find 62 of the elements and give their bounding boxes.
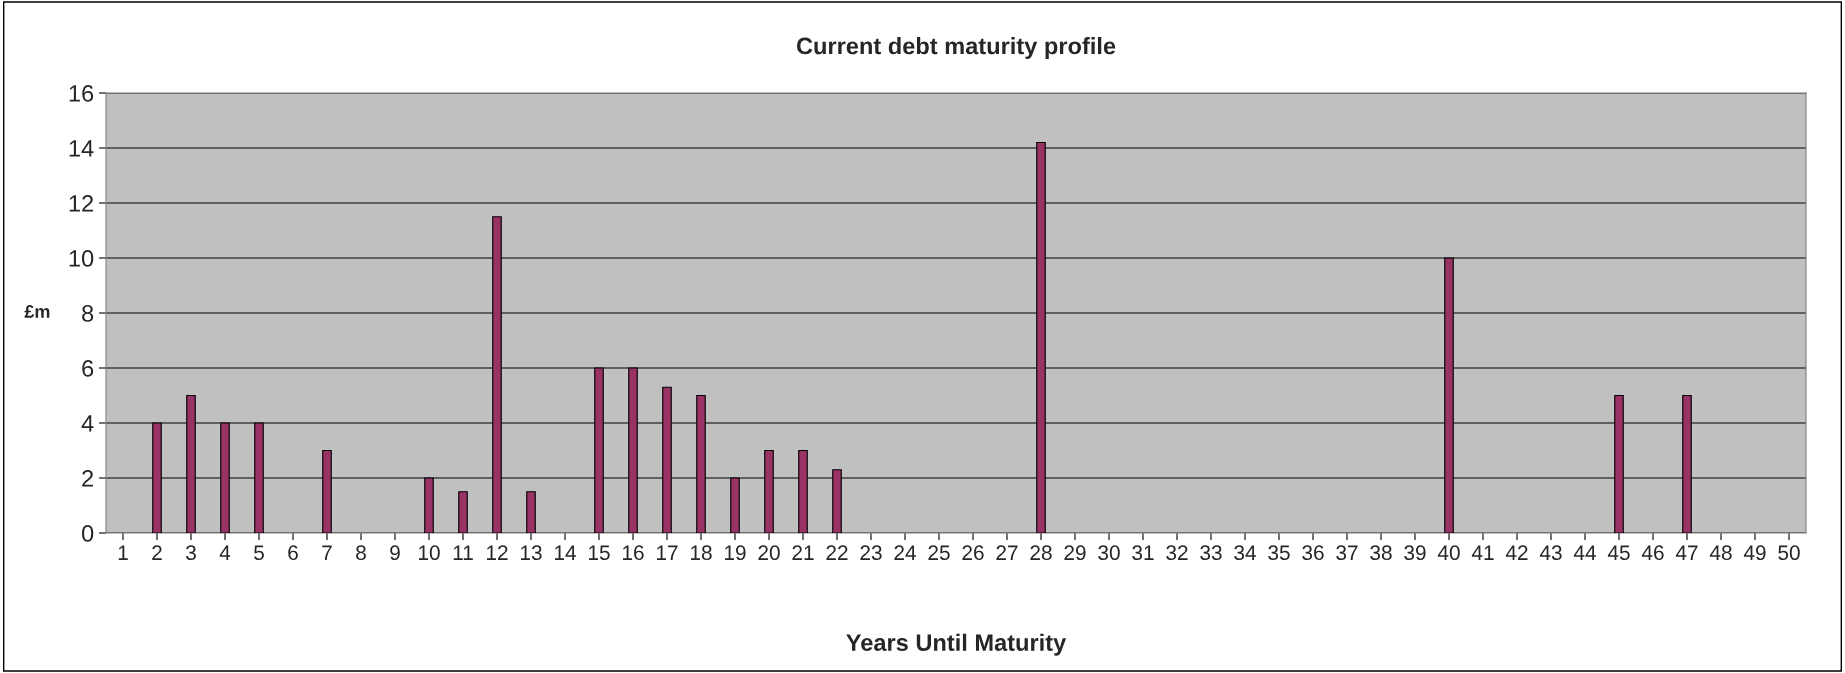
x-tick-label: 42	[1505, 545, 1528, 560]
x-tick-label: 27	[996, 545, 1018, 560]
y-tick-label: 6	[82, 360, 94, 377]
x-tick-label: 9	[390, 545, 400, 561]
y-tick-label: 16	[69, 85, 94, 102]
x-tick-label: 43	[1539, 545, 1562, 561]
x-tick-label: 34	[1234, 545, 1256, 561]
x-tick-label: 13	[521, 545, 542, 561]
x-tick-label: 12	[487, 545, 508, 560]
x-tick-label: 8	[356, 545, 366, 561]
x-tick-label: 22	[826, 545, 848, 560]
x-tick-label: 44	[1573, 545, 1596, 560]
x-tick-label: 17	[657, 545, 678, 560]
y-tick-label: 10	[69, 250, 94, 267]
x-tick-label: 36	[1302, 545, 1324, 561]
x-tick-label: 29	[1064, 545, 1086, 561]
x-axis-title: Years Until Maturity	[846, 633, 1067, 656]
x-tick-label: 47	[1675, 545, 1698, 560]
x-tick-label: 1	[118, 545, 128, 560]
x-tick-label: 2	[152, 545, 162, 560]
x-tick-label: 50	[1778, 545, 1800, 561]
x-tick-label: 4	[219, 545, 231, 560]
y-tick-label: 14	[69, 140, 94, 157]
x-tick-label: 16	[623, 545, 644, 561]
x-tick-label: 15	[589, 545, 610, 561]
y-tick-label: 2	[82, 470, 94, 487]
x-tick-label: 35	[1268, 545, 1290, 561]
x-tick-label: 10	[419, 545, 440, 561]
x-tick-label: 23	[860, 545, 882, 561]
x-tick-label: 24	[894, 545, 916, 560]
x-tick-label: 48	[1709, 545, 1732, 561]
y-tick-label: 0	[81, 525, 94, 542]
x-tick-label: 18	[691, 545, 712, 561]
x-tick-label: 46	[1641, 545, 1664, 561]
x-tick-label: 33	[1200, 545, 1222, 561]
x-tick-label: 20	[758, 545, 780, 561]
x-tick-label: 19	[725, 545, 746, 561]
x-tick-label: 45	[1607, 545, 1630, 561]
x-tick-label: 6	[288, 545, 298, 561]
x-tick-label: 25	[928, 545, 950, 561]
x-tick-label: 41	[1471, 545, 1494, 560]
chart-title: Current debt maturity profile	[796, 37, 1116, 60]
x-tick-label: 39	[1404, 545, 1426, 561]
x-tick-label: 11	[453, 545, 473, 560]
x-tick-label: 49	[1743, 545, 1766, 561]
x-tick-label: 40	[1437, 545, 1460, 561]
x-tick-label: 38	[1370, 545, 1392, 561]
x-tick-label: 5	[254, 545, 264, 561]
x-tick-label: 21	[792, 545, 814, 560]
y-tick-label: 4	[81, 415, 94, 432]
x-tick-label: 30	[1098, 545, 1120, 561]
x-tick-label: 31	[1132, 545, 1154, 561]
y-tick-label: 12	[69, 195, 94, 212]
y-axis-title: £m	[24, 305, 50, 318]
x-tick-label: 37	[1336, 545, 1358, 561]
y-tick-label: 8	[82, 305, 94, 322]
x-tick-label: 14	[555, 545, 576, 560]
x-tick-label: 26	[962, 545, 984, 561]
x-tick-label: 32	[1166, 545, 1188, 561]
x-tick-label: 7	[322, 545, 332, 560]
x-tick-label: 3	[186, 545, 196, 561]
x-tick-label: 28	[1030, 545, 1052, 561]
